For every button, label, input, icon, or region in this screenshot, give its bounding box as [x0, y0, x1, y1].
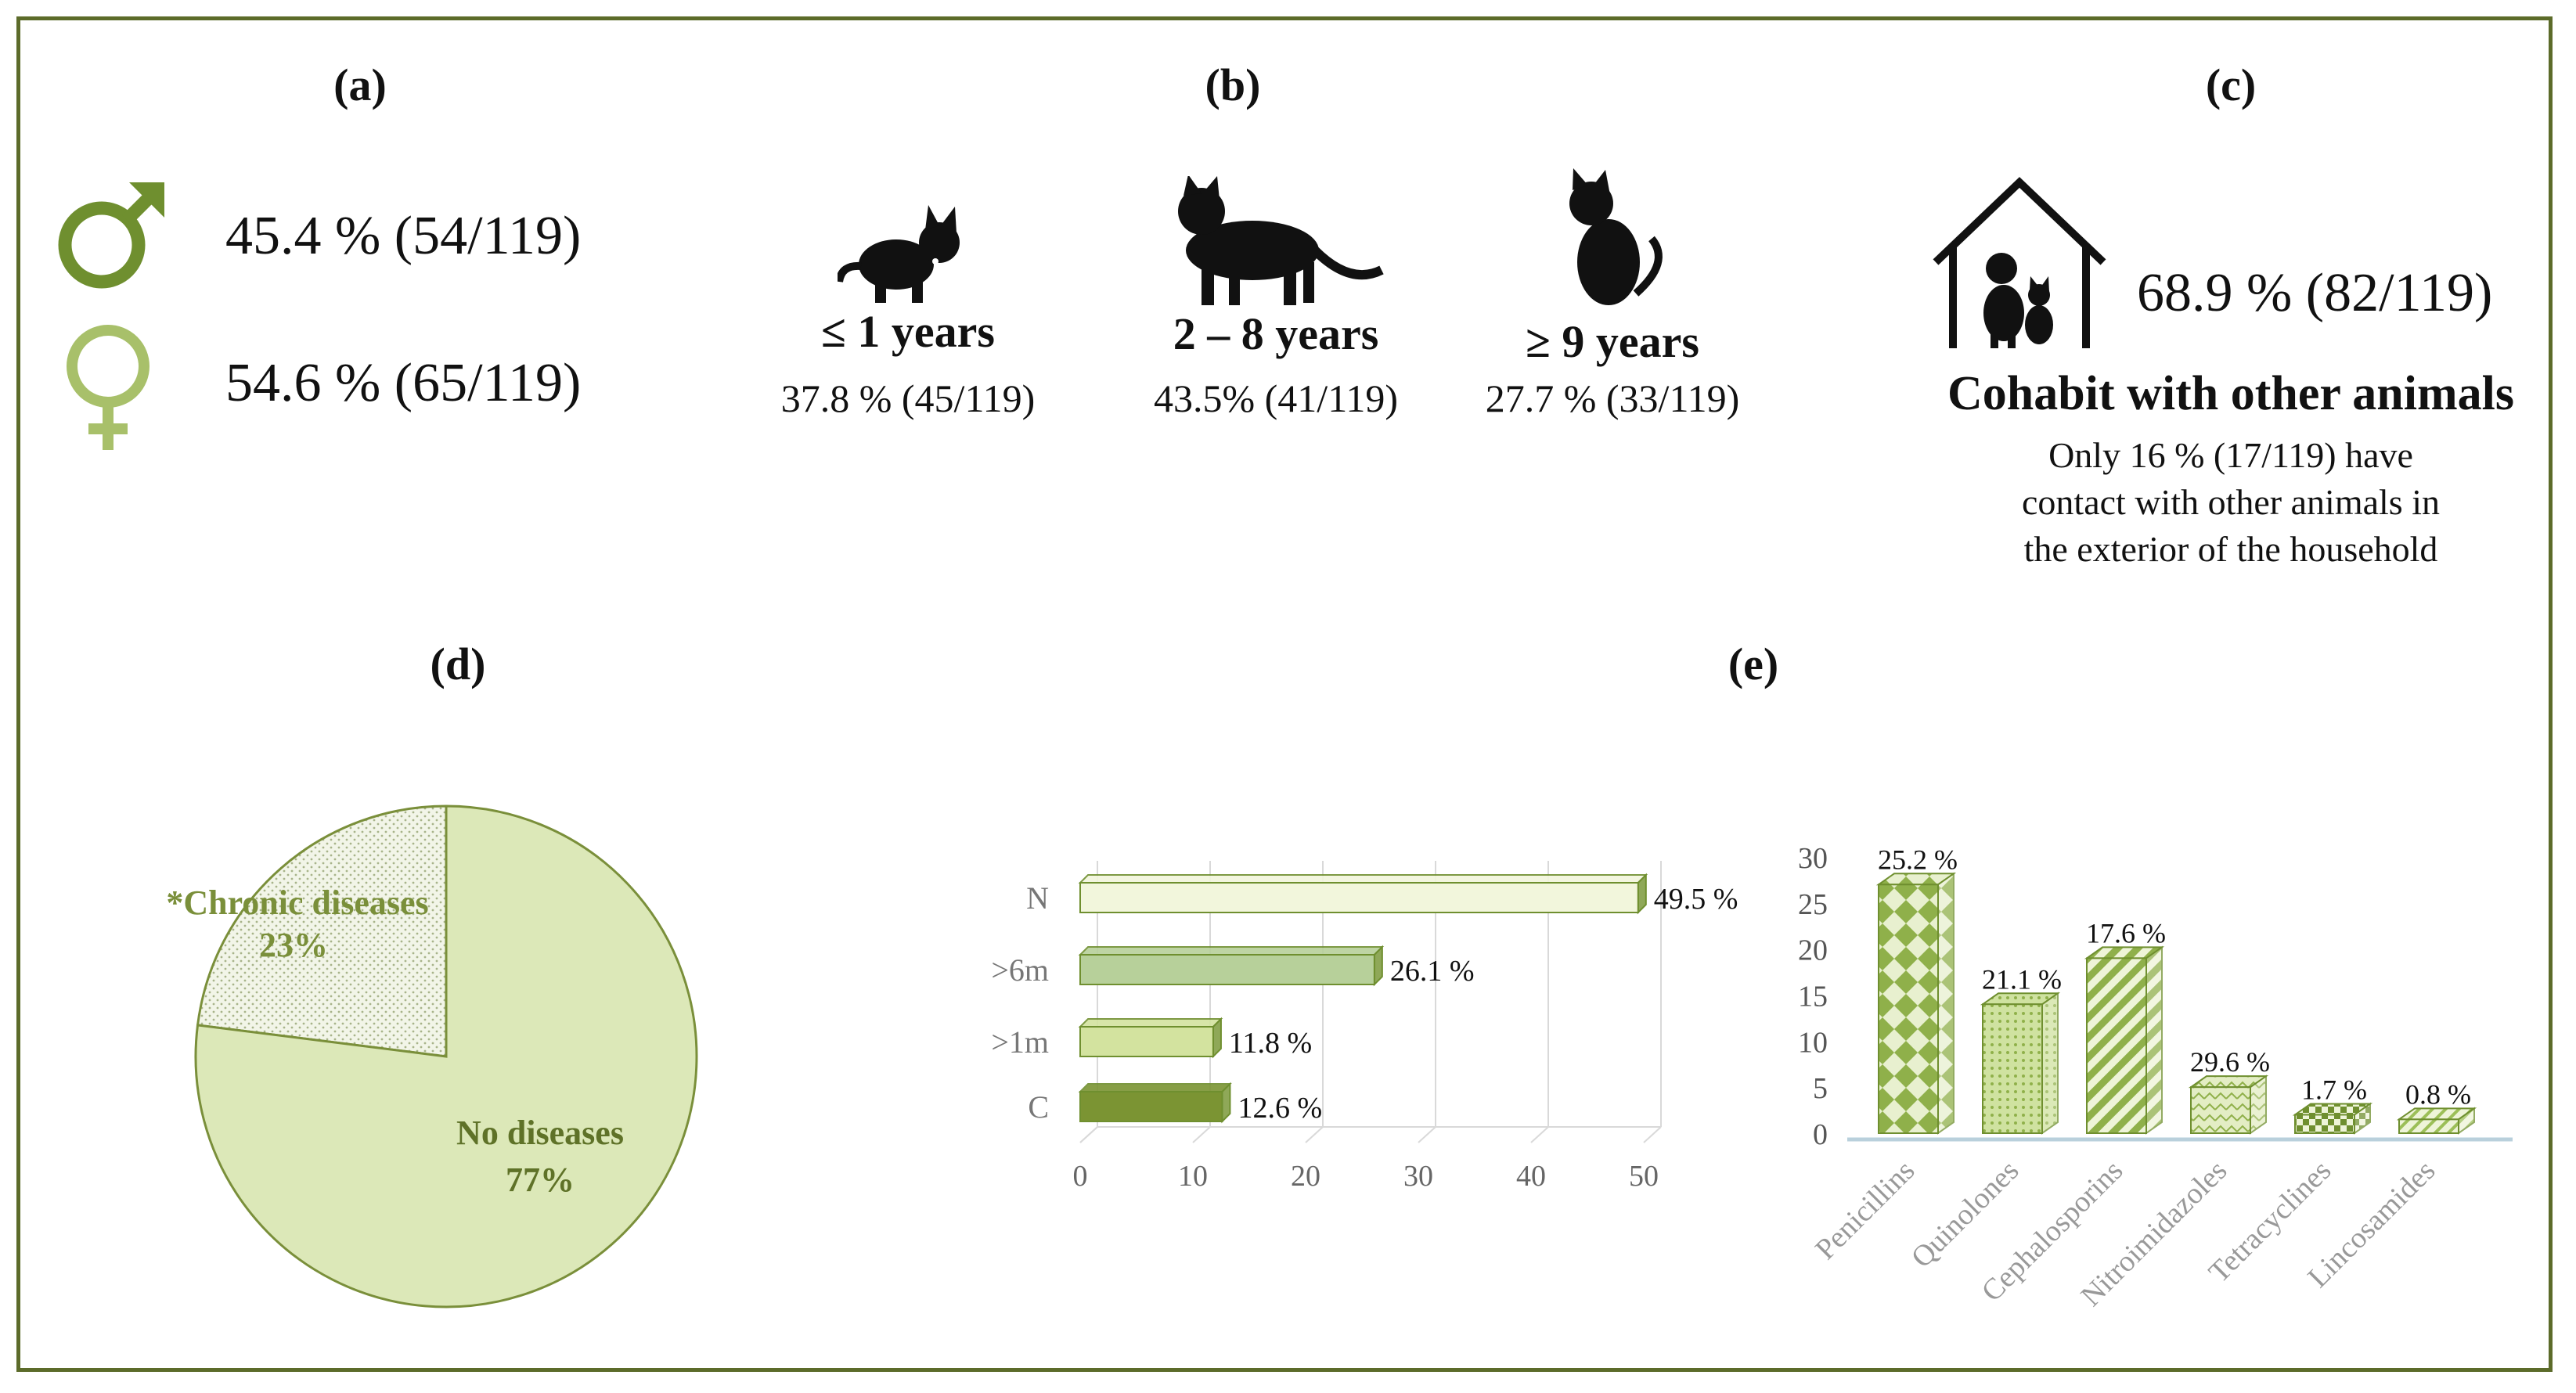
bar-side [2041, 992, 2059, 1135]
x-tick-label: 20 [1291, 1160, 1320, 1193]
data-label: 21.1 % [1982, 963, 2062, 995]
axis-line [1079, 1126, 1098, 1143]
bar-side [1937, 872, 1955, 1135]
cohabit-note: Only 16 % (17/119) have contact with oth… [1879, 432, 2576, 573]
age-group-3-title: ≥ 9 years [1526, 316, 1699, 367]
y-tick-label: 15 [1798, 981, 1828, 1013]
gridline [1305, 1126, 1324, 1143]
bar [1079, 954, 1375, 985]
panel-a-label: (a) [333, 59, 387, 110]
male-percentage: 45.4 % (54/119) [225, 206, 582, 266]
data-label: 29.6 % [2190, 1046, 2270, 1078]
x-tick-label: 40 [1516, 1160, 1546, 1193]
age-group-2-title: 2 – 8 years [1173, 308, 1379, 359]
age-group-2-value: 43.5% (41/119) [1154, 376, 1398, 420]
data-label: 0.8 % [2405, 1078, 2471, 1110]
data-label: 17.6 % [2086, 917, 2166, 948]
panel-b-label: (b) [1205, 59, 1261, 110]
data-label: 49.5 % [1654, 883, 1738, 916]
figure-frame [16, 16, 2553, 1372]
data-label: 26.1 % [1390, 955, 1475, 988]
x-tick-label: 50 [1629, 1160, 1659, 1193]
bar [2294, 1114, 2355, 1135]
y-tick-label: 30 [1798, 842, 1828, 875]
house-with-pets-icon [1933, 177, 2106, 348]
bar [2398, 1118, 2459, 1135]
bar-side [2145, 945, 2163, 1135]
category-label: >1m [991, 1024, 1049, 1060]
gridline [1530, 1126, 1549, 1143]
female-percentage: 54.6 % (65/119) [225, 353, 582, 413]
panel-d-label: (d) [430, 639, 486, 689]
pie-value-chronic: 23% [259, 926, 328, 964]
data-label: 1.7 % [2301, 1074, 2367, 1105]
male-symbol-icon [58, 182, 164, 289]
bar-side [1373, 945, 1383, 987]
sitting-cat-icon [1569, 168, 1663, 305]
data-label: 25.2 % [1878, 844, 1958, 875]
age-group-3-value: 27.7 % (33/119) [1485, 376, 1740, 420]
y-tick-label: 0 [1813, 1118, 1828, 1151]
category-label: Penicillins [1809, 1154, 1921, 1266]
bar [2190, 1086, 2251, 1134]
bar [1982, 1003, 2043, 1134]
cohabit-note-line: the exterior of the household [2023, 529, 2438, 569]
bar [1079, 882, 1639, 913]
x-tick-label: 0 [1073, 1160, 1088, 1193]
bar [2086, 957, 2147, 1134]
pie-label-no-diseases: No diseases [456, 1114, 624, 1152]
y-tick-label: 5 [1813, 1072, 1828, 1105]
bar [1878, 884, 1939, 1135]
bar [1079, 1026, 1214, 1057]
pie-slice-chronic [196, 804, 448, 1058]
y-tick-label: 25 [1798, 888, 1828, 921]
pie-slice-no-diseases [194, 804, 698, 1308]
panel-e-label: (e) [1728, 639, 1779, 689]
panel-c-label: (c) [2205, 59, 2257, 110]
bar-top [1078, 1083, 1232, 1092]
kitten-icon [838, 205, 960, 303]
bar [1079, 1091, 1223, 1122]
category-label: >6m [991, 952, 1049, 988]
gridline [1418, 1126, 1436, 1143]
gridline [1192, 1126, 1211, 1143]
data-label: 11.8 % [1229, 1027, 1312, 1060]
cohabit-title: Cohabit with other animals [1947, 367, 2514, 420]
y-tick-label: 10 [1798, 1026, 1828, 1059]
bar-side [1212, 1017, 1222, 1059]
data-label: 12.6 % [1238, 1092, 1322, 1125]
bar-side [2250, 1074, 2267, 1135]
x-tick-label: 30 [1403, 1160, 1433, 1193]
horizontal-bar-chart: N >6m >1m C 0 10 20 30 40 50 49.5 % 26.1 % 11.8 % 1… [991, 861, 1738, 1193]
category-label: N [1026, 880, 1049, 916]
cohabit-percentage: 68.9 % (82/119) [2137, 263, 2493, 323]
bar-side [1221, 1082, 1231, 1124]
cohabit-note-line: contact with other animals in [2022, 482, 2440, 522]
female-symbol-icon [67, 325, 150, 450]
pie-label-chronic: *Chronic diseases [166, 884, 428, 922]
age-group-1-value: 37.8 % (45/119) [780, 376, 1036, 420]
bar-top [1078, 874, 1648, 884]
category-label: C [1028, 1089, 1049, 1125]
bar-top [1078, 946, 1385, 956]
bar-side [1637, 873, 1647, 915]
pie-value-no-diseases: 77% [506, 1161, 575, 1199]
y-tick-label: 20 [1798, 934, 1828, 967]
gridline [1643, 1126, 1662, 1143]
cohabit-note-line: Only 16 % (17/119) have [2048, 435, 2413, 475]
x-tick-label: 10 [1178, 1160, 1208, 1193]
pie-chart: *Chronic diseases 23% No diseases 77% [166, 804, 698, 1308]
bar-top [1078, 1018, 1223, 1028]
age-group-1-title: ≤ 1 years [821, 306, 995, 357]
walking-cat-icon [1178, 176, 1384, 305]
